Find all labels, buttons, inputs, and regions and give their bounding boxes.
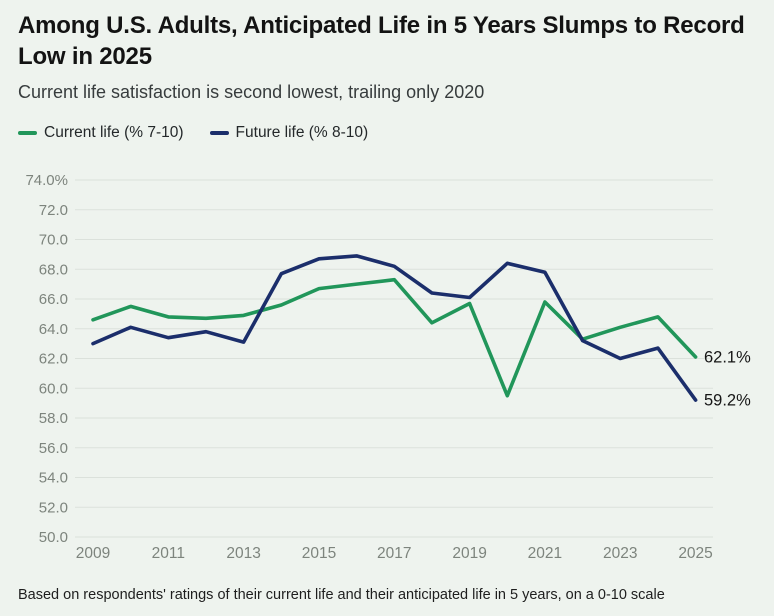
x-tick-label: 2017 [377, 545, 411, 562]
current-life-swatch-icon [18, 131, 37, 135]
chart-legend: Current life (% 7-10) Future life (% 8-1… [18, 124, 368, 142]
chart-title: Among U.S. Adults, Anticipated Life in 5… [18, 12, 745, 70]
chart-plot-area: 74.0% 72.0 70.0 68.0 66.0 64.0 62.0 60.0 58.0 56.… [0, 165, 774, 575]
y-tick-label: 58.0 [39, 410, 68, 427]
y-tick-label: 72.0 [39, 202, 68, 219]
x-tick-label: 2021 [528, 545, 562, 562]
y-tick-label: 52.0 [39, 499, 68, 516]
y-tick-label: 70.0 [39, 232, 68, 249]
chart-subtitle: Current life satisfaction is second lowe… [18, 82, 485, 102]
x-tick-label: 2023 [603, 545, 637, 562]
x-tick-label: 2009 [76, 545, 110, 562]
x-tick-label: 2011 [152, 545, 185, 562]
series-end-label: 59.2% [704, 392, 751, 410]
legend-item-current-life: Current life (% 7-10) [18, 124, 184, 142]
y-tick-label: 74.0% [25, 172, 68, 189]
series-line-future-life [91, 254, 698, 402]
line-chart-svg: 74.0% 72.0 70.0 68.0 66.0 64.0 62.0 60.0 58.0 56.… [25, 172, 751, 562]
y-tick-label: 62.0 [39, 351, 68, 368]
x-tick-label: 2015 [302, 545, 336, 562]
legend-item-future-life: Future life (% 8-10) [209, 124, 369, 142]
x-tick-label: 2019 [452, 545, 486, 562]
x-tick-label: 2013 [226, 545, 260, 562]
y-tick-label: 56.0 [39, 440, 68, 457]
y-tick-label: 54.0 [39, 470, 68, 487]
y-tick-label: 60.0 [39, 380, 68, 397]
y-tick-label: 68.0 [39, 261, 68, 278]
chart-footnote: Based on respondents' ratings of their c… [18, 587, 665, 603]
y-tick-label: 50.0 [39, 529, 68, 546]
y-tick-label: 66.0 [39, 291, 68, 308]
x-tick-label: 2025 [678, 545, 712, 562]
legend-label-future-life: Future life (% 8-10) [235, 124, 369, 141]
series-line-current-life [91, 277, 698, 398]
y-tick-label: 64.0 [39, 321, 68, 338]
future-life-swatch-icon [209, 131, 229, 135]
series-end-label: 62.1% [704, 349, 751, 367]
legend-label-current-life: Current life (% 7-10) [44, 124, 184, 141]
